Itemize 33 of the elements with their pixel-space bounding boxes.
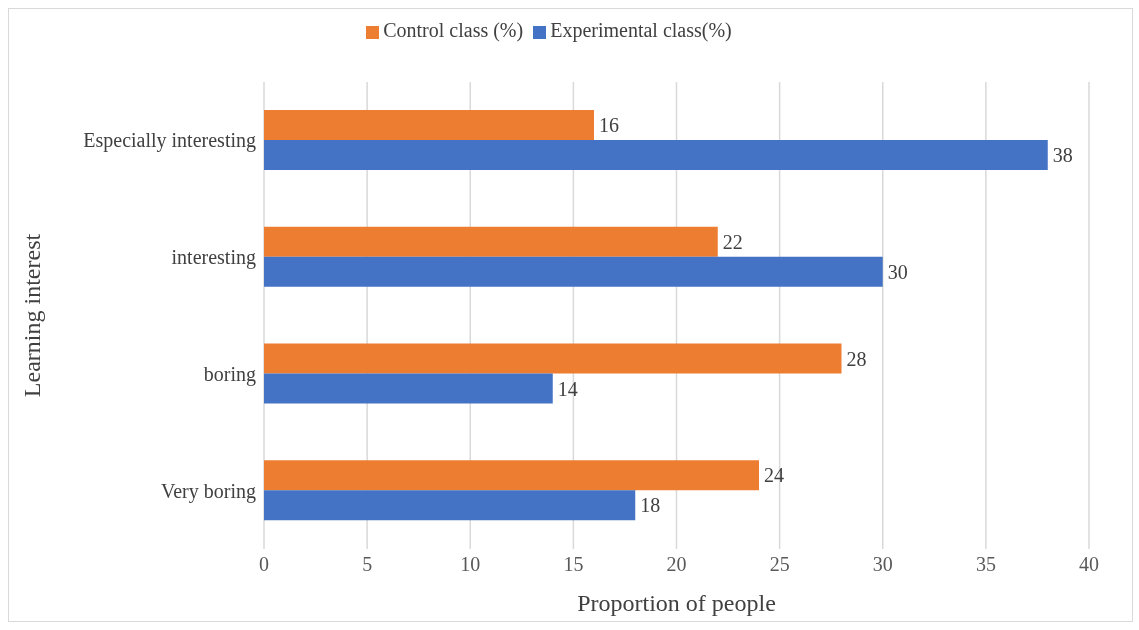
legend-label: Control class (%) [383,19,524,41]
bar [264,110,594,141]
bar [264,490,636,521]
data-label: 16 [599,114,619,137]
x-tick-label: 5 [362,553,373,576]
x-tick-label: 35 [975,553,996,576]
y-tick-label: interesting [171,246,256,270]
legend-label: Experimental class(%) [550,19,732,41]
data-label: 24 [764,464,784,487]
x-tick-label: 30 [872,553,893,576]
x-tick-label: 10 [460,553,481,576]
data-label: 28 [846,347,867,370]
bar [264,140,1048,171]
x-tick-label: 40 [1079,553,1099,576]
y-tick-label: Very boring [161,479,256,503]
x-tick-label: 25 [769,553,790,576]
bar [264,460,759,491]
data-label: 30 [887,260,908,283]
x-axis-title: Proportion of people [577,590,776,616]
data-label: 14 [557,377,578,400]
y-axis-title: Learning interest [18,233,45,398]
data-label: 38 [1052,144,1073,167]
bar [264,226,718,257]
y-tick-label: Especially interesting [83,129,256,153]
bar [264,373,553,404]
x-tick-label: 0 [259,553,269,576]
data-label: 22 [722,230,743,253]
x-tick-label: 20 [666,553,687,576]
bar [264,343,842,374]
y-tick-label: boring [203,362,256,386]
x-tick-label: 15 [563,553,584,576]
data-label: 18 [640,494,661,517]
bar [264,256,883,287]
